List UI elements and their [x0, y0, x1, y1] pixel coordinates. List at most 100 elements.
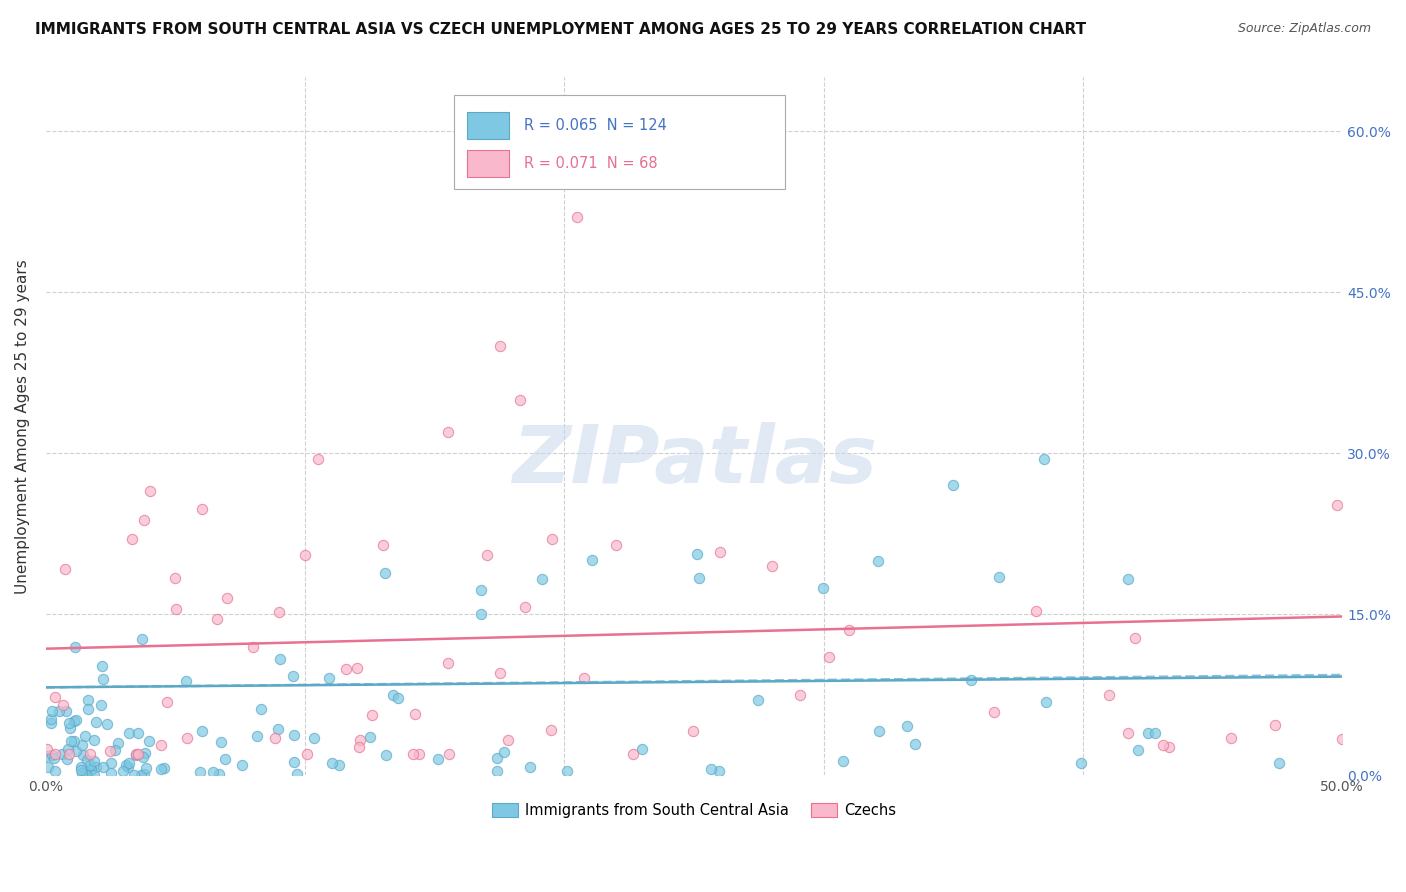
Point: [347, 740, 370, 755]
Point: [328, 758, 350, 772]
Point: [79, 757, 101, 772]
Point: [250, 702, 273, 716]
Point: [983, 705, 1005, 719]
Point: [811, 581, 834, 595]
Point: [987, 570, 1010, 584]
Point: [56, 752, 79, 766]
Point: [90, 698, 112, 713]
Point: [581, 553, 603, 567]
Point: [283, 669, 305, 683]
Point: [75, 768, 97, 782]
Point: [122, 767, 145, 781]
Point: [1136, 725, 1159, 739]
Point: [39, 716, 62, 731]
Point: [283, 728, 305, 742]
Point: [59, 734, 82, 748]
Point: [488, 666, 510, 681]
Point: [100, 756, 122, 771]
Point: [427, 752, 450, 766]
Point: [361, 708, 384, 723]
Point: [149, 763, 172, 777]
Point: [1123, 631, 1146, 645]
Point: [104, 743, 127, 757]
Point: [44, 690, 66, 705]
Point: [488, 339, 510, 353]
Bar: [467, 150, 509, 177]
Point: [283, 755, 305, 769]
Point: [1118, 572, 1140, 586]
Point: [202, 764, 225, 779]
Point: [496, 732, 519, 747]
Point: [242, 640, 264, 654]
Point: [868, 723, 890, 738]
Point: [115, 758, 138, 772]
Point: [307, 451, 329, 466]
Point: [509, 392, 531, 407]
Point: [63, 733, 86, 747]
Point: [557, 764, 579, 779]
Point: [486, 751, 509, 765]
Point: [217, 591, 239, 606]
Point: [540, 723, 562, 737]
Point: [58, 716, 80, 731]
Point: [93, 760, 115, 774]
Point: [475, 549, 498, 563]
Point: [118, 756, 141, 770]
Point: [41, 704, 63, 718]
Point: [86, 714, 108, 729]
Point: [76, 702, 98, 716]
Point: [1070, 756, 1092, 771]
Point: [153, 761, 176, 775]
Point: [69, 763, 91, 777]
Point: [318, 671, 340, 685]
Point: [131, 632, 153, 646]
Point: [79, 747, 101, 761]
Point: [359, 731, 381, 745]
Point: [1330, 731, 1353, 746]
Point: [404, 707, 426, 722]
Point: [125, 748, 148, 763]
Point: [868, 554, 890, 568]
Point: [470, 607, 492, 622]
Point: [789, 688, 811, 702]
Point: [80, 764, 103, 778]
Point: [127, 747, 149, 761]
Point: [960, 673, 983, 687]
Point: [83, 732, 105, 747]
Point: [59, 721, 82, 735]
Point: [904, 738, 927, 752]
Point: [294, 549, 316, 563]
Point: [83, 754, 105, 768]
Point: [567, 210, 589, 224]
Text: R = 0.065  N = 124: R = 0.065 N = 124: [524, 118, 668, 133]
Point: [69, 760, 91, 774]
Point: [44, 747, 66, 761]
Point: [127, 726, 149, 740]
Point: [37, 759, 59, 773]
Point: [349, 733, 371, 747]
Point: [374, 566, 396, 581]
Point: [80, 763, 103, 777]
Point: [56, 742, 79, 756]
Point: [437, 656, 460, 670]
Point: [135, 761, 157, 775]
Point: [117, 760, 139, 774]
Point: [437, 425, 460, 439]
Point: [55, 704, 77, 718]
Point: [209, 734, 232, 748]
Point: [131, 750, 153, 764]
Point: [1116, 725, 1139, 739]
Legend: Immigrants from South Central Asia, Czechs: Immigrants from South Central Asia, Czec…: [486, 797, 903, 824]
Point: [761, 559, 783, 574]
Point: [707, 764, 730, 778]
Point: [346, 661, 368, 675]
Text: R = 0.071  N = 68: R = 0.071 N = 68: [524, 156, 658, 170]
Point: [302, 731, 325, 745]
Point: [165, 602, 187, 616]
Point: [107, 736, 129, 750]
Point: [98, 744, 121, 758]
Point: [231, 757, 253, 772]
Bar: [467, 112, 509, 139]
Point: [700, 762, 723, 776]
Point: [519, 760, 541, 774]
